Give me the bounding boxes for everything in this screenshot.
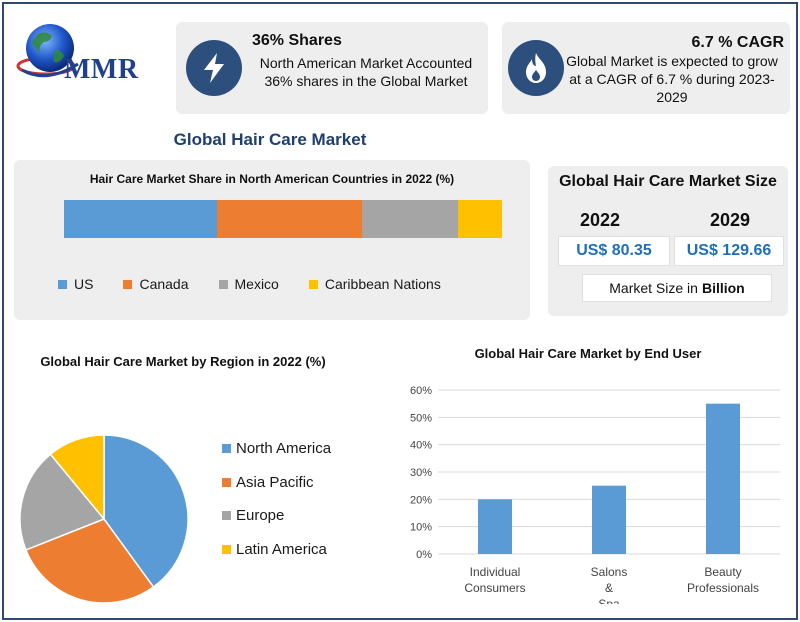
legend-label: US: [74, 276, 94, 292]
chart-legend: US Canada Mexico Caribbean Nations: [58, 276, 471, 292]
bar-segment-caribbean-nations: [458, 200, 502, 238]
pie-slice-europe: [19, 453, 106, 551]
main-title: Global Hair Care Market: [173, 130, 367, 149]
legend-label: Canada: [139, 276, 189, 292]
bar: [478, 499, 512, 554]
legend-swatch: [123, 279, 133, 289]
flame-icon: [508, 40, 564, 96]
unit-label-bold: Billion: [701, 280, 745, 296]
kpi-text: North American Market Accounted 36% shar…: [259, 55, 473, 89]
x-tick-label: Spa: [598, 597, 620, 604]
market-size-title: Global Hair Care Market Size: [559, 173, 777, 190]
stacked-bar: [64, 200, 502, 238]
x-tick-label: &: [605, 581, 613, 595]
legend-label: North America: [236, 440, 332, 457]
bar-segment-mexico: [361, 200, 459, 238]
kpi-card-shares: 36% Shares North American Market Account…: [176, 22, 488, 114]
bar-segment-us: [64, 200, 218, 238]
bar-chart: 0% 10% 20% 30% 40% 50% 60% Individual Consumers S…: [410, 385, 780, 604]
y-tick-label: 30%: [410, 467, 432, 479]
y-tick-label: 40%: [410, 440, 432, 452]
legend-item: Europe: [222, 507, 331, 524]
year-label: 2029: [710, 210, 751, 230]
chart-title: Global Hair Care Market by End User: [474, 346, 702, 361]
legend-item: Canada: [123, 276, 189, 292]
chart-title: Hair Care Market Share in North American…: [89, 172, 455, 186]
legend-label: Caribbean Nations: [324, 276, 441, 292]
y-tick-label: 10%: [410, 522, 432, 534]
na-share-card: Hair Care Market Share in North American…: [14, 160, 530, 320]
bar-segment-canada: [217, 200, 362, 238]
legend-swatch: [222, 444, 231, 453]
legend-item: Caribbean Nations: [308, 276, 441, 292]
legend-label: Asia Pacific: [236, 473, 314, 491]
y-tick-label: 0%: [416, 549, 432, 561]
y-tick-label: 50%: [410, 412, 432, 424]
lightning-icon: [186, 40, 242, 96]
legend-item: Latin America: [222, 541, 331, 558]
y-tick-label: 60%: [410, 385, 432, 397]
x-tick-label: Salons: [591, 565, 628, 579]
legend-swatch: [58, 279, 67, 289]
legend-label: Mexico: [234, 276, 279, 292]
pie-slice-asia-pacific: [24, 518, 155, 604]
x-tick-label: Consumers: [464, 581, 525, 595]
kpi-title: 36% Shares: [252, 32, 342, 49]
market-value: US$ 80.35: [558, 236, 670, 266]
x-tick-label: Individual: [470, 565, 521, 579]
logo-text: MMR: [64, 54, 139, 85]
globe-icon: [16, 24, 79, 78]
unit-label-text: Market Size in: [609, 280, 698, 296]
legend-item: US: [58, 276, 93, 292]
market-value: US$ 129.66: [674, 236, 784, 266]
x-tick-label: Professionals: [687, 581, 759, 595]
unit-label: Market Size in Billion: [582, 274, 772, 302]
legend-item: North America: [222, 440, 331, 457]
kpi-title: 6.7 % CAGR: [691, 34, 784, 51]
legend-label: Europe: [236, 507, 285, 524]
mmr-logo: MMR: [16, 20, 166, 90]
legend-swatch: [222, 477, 231, 487]
legend-swatch: [218, 279, 228, 289]
legend-label: Latin America: [236, 540, 327, 558]
year-label: 2022: [580, 210, 621, 230]
kpi-card-cagr: 6.7 % CAGR Global Market is expected to …: [502, 22, 790, 114]
legend-item: Mexico: [218, 276, 279, 292]
chart-title: Global Hair Care Market by Region in 202…: [40, 354, 326, 369]
pie-chart: [19, 434, 189, 604]
legend-swatch: [222, 544, 231, 554]
bar: [706, 403, 740, 554]
legend-swatch: [308, 279, 318, 289]
pie-slice-latin-america: [49, 434, 105, 522]
legend-item: Asia Pacific: [222, 474, 331, 491]
kpi-text: Global Market is expected to grow at a C…: [566, 53, 778, 105]
chart-legend: North America Asia Pacific Europe Latin Ame…: [222, 440, 331, 574]
y-tick-label: 20%: [410, 494, 432, 506]
legend-swatch: [222, 511, 231, 520]
x-tick-label: Beauty: [704, 565, 741, 579]
pie-slice-north-america: [103, 434, 189, 589]
market-size-card: Global Hair Care Market Size 2022 2029 U…: [548, 166, 788, 316]
bar: [592, 485, 626, 554]
